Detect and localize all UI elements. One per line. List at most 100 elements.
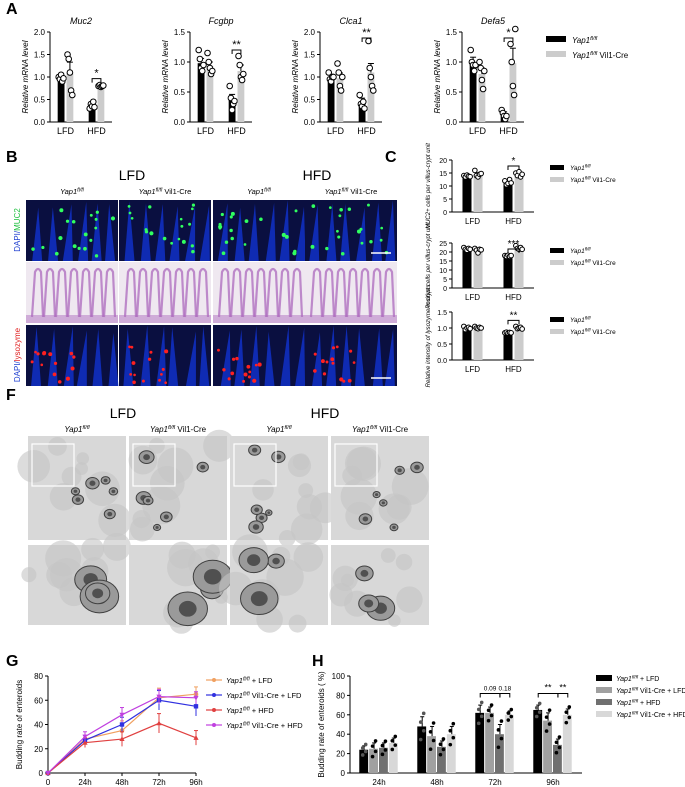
panel-h-data-point bbox=[567, 705, 572, 709]
dapi-villus bbox=[385, 200, 396, 261]
enteroid-lumen bbox=[73, 489, 78, 493]
panel-a-clca1-bar bbox=[336, 78, 344, 122]
panel-h-data-point bbox=[451, 735, 456, 740]
dapi-villus bbox=[47, 328, 58, 386]
muc2-positive-cell bbox=[230, 211, 235, 216]
panel-c-data-point bbox=[467, 173, 473, 180]
panel-h-data-point bbox=[451, 721, 456, 726]
panel-a-defa5-data-point bbox=[511, 25, 519, 33]
muc2-positive-cell bbox=[130, 216, 134, 220]
panel-g-data-point bbox=[156, 720, 162, 726]
villus-outline bbox=[195, 267, 210, 318]
enteroid-lumen bbox=[267, 511, 271, 514]
panel-h-bar bbox=[533, 709, 543, 773]
panel-a-defa5-bar bbox=[478, 74, 486, 122]
lysozyme-positive-cell bbox=[247, 375, 251, 379]
muc2-positive-cell bbox=[177, 237, 181, 241]
panel-g-y-tick-label: 20 bbox=[34, 745, 43, 754]
panel-a-fcgbp-y-tick-label: 1.5 bbox=[174, 28, 186, 37]
panel-a-fcgbp-y-tick-label: 0.0 bbox=[174, 118, 186, 127]
panel-a-legend: Yap1fl/fl Yap1fl/fl Vil1-Cre bbox=[546, 36, 629, 60]
panel-d-y-tick-label: 15 bbox=[439, 259, 447, 266]
lysozyme-positive-cell bbox=[322, 372, 327, 376]
panel-h-data-point bbox=[390, 747, 395, 752]
muc2-positive-cell bbox=[224, 240, 229, 244]
lysozyme-positive-cell bbox=[320, 359, 325, 364]
panel-a-defa5-data-point bbox=[479, 85, 487, 93]
muc2-positive-cell bbox=[347, 207, 352, 211]
enteroid-lumen bbox=[272, 557, 280, 565]
panel-h-y-tick-label: 80 bbox=[336, 691, 345, 700]
enteroid-lumen bbox=[200, 464, 206, 470]
panel-h-data-point bbox=[390, 738, 395, 743]
villus-outline bbox=[147, 267, 162, 318]
panel-h-data-point bbox=[557, 735, 562, 739]
dapi-villus bbox=[199, 326, 210, 386]
panel-a-fcgbp-significance-bracket bbox=[231, 49, 242, 54]
muc2-positive-cell bbox=[144, 228, 148, 232]
villus-outline bbox=[183, 267, 198, 318]
legend-h-swatch bbox=[596, 687, 612, 693]
lysozyme-positive-cell bbox=[331, 346, 336, 350]
background-haze bbox=[49, 483, 78, 511]
panel-h-data-point bbox=[373, 739, 378, 743]
enteroid-lumen bbox=[392, 525, 396, 529]
panel-d-bar bbox=[503, 255, 513, 288]
panel-a-muc2-category-label: HFD bbox=[87, 126, 106, 136]
panel-a-clca1-y-tick-label: 0.5 bbox=[304, 96, 316, 105]
panel-f-micrographs: LFD HFD Yap1fl/fl Yap1fl/fl Vil1-Cre Yap1fl/… bbox=[17, 405, 429, 634]
panel-e-data-point bbox=[508, 330, 514, 336]
panel-h-data-point bbox=[479, 714, 484, 719]
lysozyme-positive-cell bbox=[161, 367, 165, 371]
background-haze bbox=[386, 494, 412, 520]
lysozyme-positive-cell bbox=[227, 377, 231, 381]
dapi-villus bbox=[108, 332, 119, 386]
panel-a-clca1-data-point bbox=[335, 69, 343, 76]
panel-h-data-point bbox=[418, 720, 423, 724]
panel-a-defa5-data-point bbox=[509, 82, 517, 90]
panel-h-bar bbox=[437, 746, 446, 773]
lysozyme-positive-cell bbox=[158, 378, 162, 382]
muc2-positive-cell bbox=[325, 246, 329, 251]
fluorescence-micrograph bbox=[305, 200, 397, 261]
panel-letter-c: C bbox=[385, 149, 397, 166]
panel-h-data-point bbox=[564, 710, 569, 714]
muc2-positive-cell bbox=[72, 244, 77, 249]
panel-h-significance-bracket bbox=[479, 692, 501, 698]
panel-h-category-label: 24h bbox=[372, 778, 385, 787]
lysozyme-positive-cell bbox=[70, 366, 75, 371]
panel-a-clca1-bar bbox=[358, 101, 366, 122]
muc2-positive-cell bbox=[336, 229, 339, 233]
panel-c-y-tick-label: 15 bbox=[439, 171, 447, 178]
dapi-villus bbox=[78, 201, 89, 261]
legend-d-swatch bbox=[550, 260, 564, 265]
dapi-villus bbox=[248, 203, 259, 261]
villus-outline bbox=[66, 267, 81, 318]
panel-a-fcgbp-data-point bbox=[205, 58, 213, 66]
panel-g-x-tick-label: 96h bbox=[189, 778, 202, 787]
panel-e-significance-bracket bbox=[507, 319, 520, 325]
panel-a-defa5-category-label: LFD bbox=[469, 126, 487, 136]
villus-outline bbox=[277, 267, 292, 318]
panel-c-significance-label: * bbox=[512, 156, 516, 167]
enteroid-lumen bbox=[247, 554, 261, 566]
panel-h-data-point bbox=[428, 747, 433, 752]
dapi-villus bbox=[31, 327, 42, 386]
lysozyme-positive-cell bbox=[217, 348, 220, 352]
zoom-region-box bbox=[334, 443, 378, 487]
background-haze bbox=[75, 462, 89, 476]
panel-e-bar bbox=[514, 328, 524, 360]
panel-a-defa5-data-point bbox=[503, 112, 510, 120]
muc2-positive-cell bbox=[311, 204, 316, 208]
enteroid-lumen bbox=[259, 515, 265, 521]
lysozyme-positive-cell bbox=[52, 372, 57, 377]
panel-a-defa5-data-point bbox=[467, 46, 475, 54]
panel-e-y-axis-label: Relative intensity of lysozyme in crypts bbox=[426, 285, 432, 388]
background-haze bbox=[148, 437, 165, 454]
panel-a-muc2-bar bbox=[66, 73, 74, 122]
panel-c-data-point bbox=[508, 180, 514, 186]
panel-h-significance-label: 0.18 bbox=[499, 685, 512, 692]
villus-outline bbox=[171, 267, 186, 318]
panel-e-y-tick-label: 0.5 bbox=[437, 342, 447, 349]
villus-outline bbox=[78, 267, 93, 318]
